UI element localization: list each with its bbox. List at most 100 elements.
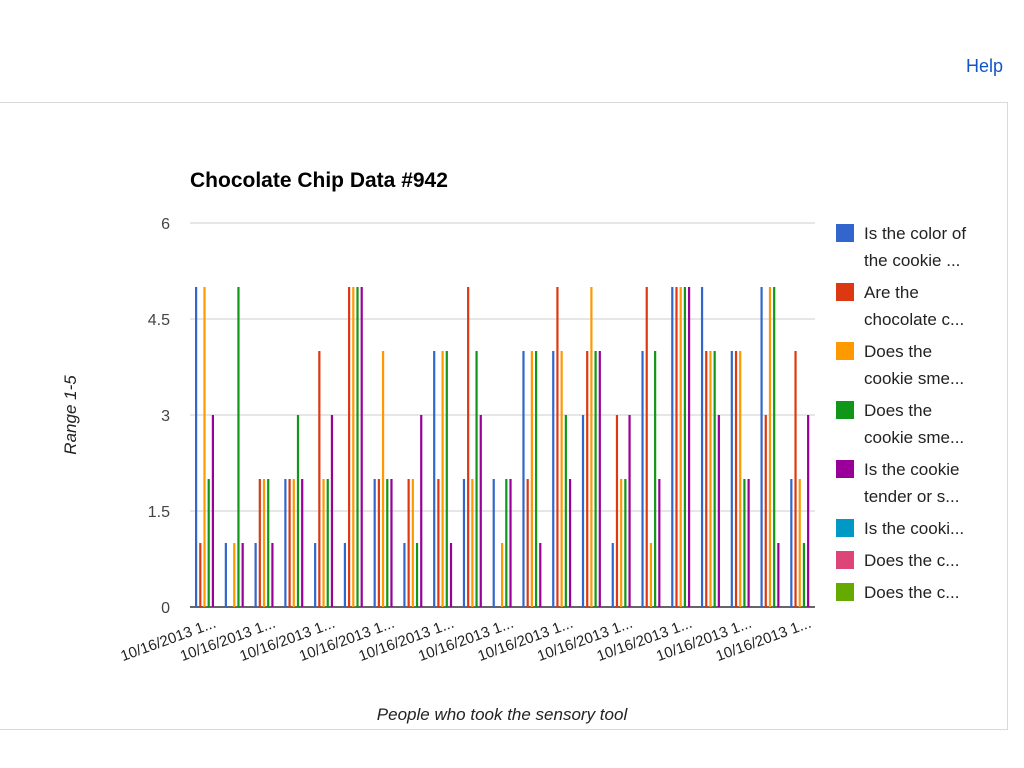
- bar: [509, 479, 512, 607]
- legend-label: Does the: [864, 342, 932, 361]
- legend-label: the cookie ...: [864, 251, 960, 270]
- bar: [802, 543, 806, 607]
- bar: [407, 479, 410, 607]
- bar: [556, 287, 559, 607]
- bar: [539, 543, 542, 607]
- bar: [224, 543, 227, 607]
- bar: [594, 351, 597, 607]
- bar: [271, 543, 274, 607]
- bar: [352, 287, 355, 607]
- legend-label: tender or s...: [864, 487, 959, 506]
- bar: [292, 479, 295, 607]
- bar: [241, 543, 244, 607]
- bar: [564, 415, 567, 607]
- bar: [437, 479, 440, 607]
- bar: [611, 543, 614, 607]
- legend-label: Does the c...: [864, 551, 959, 570]
- bar: [641, 351, 644, 607]
- legend-label: Is the color of: [864, 224, 966, 243]
- bar: [479, 415, 482, 607]
- bar: [211, 415, 214, 607]
- bar: [730, 351, 733, 607]
- legend-label: cookie sme...: [864, 428, 964, 447]
- bar: [386, 479, 389, 607]
- bar: [675, 287, 678, 607]
- bar: [530, 351, 533, 607]
- help-link[interactable]: Help: [966, 56, 1004, 76]
- bar: [586, 351, 589, 607]
- bar: [777, 543, 780, 607]
- bar: [360, 287, 363, 607]
- bar: [760, 287, 763, 607]
- y-tick-label: 4.5: [148, 312, 170, 329]
- bar: [441, 351, 444, 607]
- bar: [449, 543, 453, 607]
- bar: [654, 351, 657, 607]
- bar: [288, 479, 291, 607]
- bar: [254, 543, 257, 607]
- bar: [658, 479, 661, 607]
- bar: [322, 479, 325, 607]
- legend-swatch: [836, 460, 854, 478]
- bar: [377, 479, 380, 607]
- legend-label: chocolate c...: [864, 310, 964, 329]
- bar: [390, 479, 393, 607]
- bar: [492, 479, 495, 607]
- y-tick-label: 0: [161, 600, 170, 617]
- bar: [798, 479, 801, 607]
- legend-swatch: [836, 283, 854, 301]
- legend-label: Does the: [864, 401, 932, 420]
- legend-label: Does the c...: [864, 583, 959, 602]
- bar: [462, 479, 466, 607]
- bar: [560, 351, 563, 607]
- bar: [203, 287, 206, 607]
- bar: [415, 543, 419, 607]
- bar: [734, 351, 738, 607]
- bar: [709, 351, 712, 607]
- bar: [705, 351, 708, 607]
- bar: [501, 543, 504, 607]
- bar: [199, 543, 202, 607]
- bar: [743, 479, 746, 607]
- legend-swatch: [836, 551, 854, 569]
- bar: [581, 415, 585, 607]
- bar: [552, 351, 555, 607]
- bar: [598, 351, 601, 607]
- bar: [526, 479, 529, 607]
- bar: [262, 479, 266, 607]
- bar: [296, 415, 300, 607]
- legend-swatch: [836, 224, 854, 242]
- bar: [420, 415, 423, 607]
- bar: [790, 479, 793, 607]
- legend-label: cookie sme...: [864, 369, 964, 388]
- bar: [267, 479, 270, 607]
- bar: [343, 543, 347, 607]
- bar: [411, 479, 414, 607]
- bar: [568, 479, 572, 607]
- legend-swatch: [836, 342, 854, 360]
- bar: [467, 287, 470, 607]
- bar: [403, 543, 406, 607]
- bar: [207, 479, 210, 607]
- bar: [330, 415, 334, 607]
- bar: [381, 351, 385, 607]
- bar: [356, 287, 359, 607]
- bar: [620, 479, 623, 607]
- bar: [700, 287, 704, 607]
- bar: [326, 479, 329, 607]
- legend-label: Is the cooki...: [864, 519, 964, 538]
- bar: [649, 543, 653, 607]
- bar: [314, 543, 317, 607]
- bar: [590, 287, 593, 607]
- bar: [687, 287, 691, 607]
- y-tick-label: 6: [161, 216, 170, 233]
- legend-swatch: [836, 401, 854, 419]
- bar: [615, 415, 619, 607]
- legend-swatch: [836, 583, 854, 601]
- bar: [739, 351, 742, 607]
- bar: [764, 415, 767, 607]
- y-tick-label: 3: [161, 408, 170, 425]
- bar: [195, 287, 198, 607]
- bar: [258, 479, 261, 607]
